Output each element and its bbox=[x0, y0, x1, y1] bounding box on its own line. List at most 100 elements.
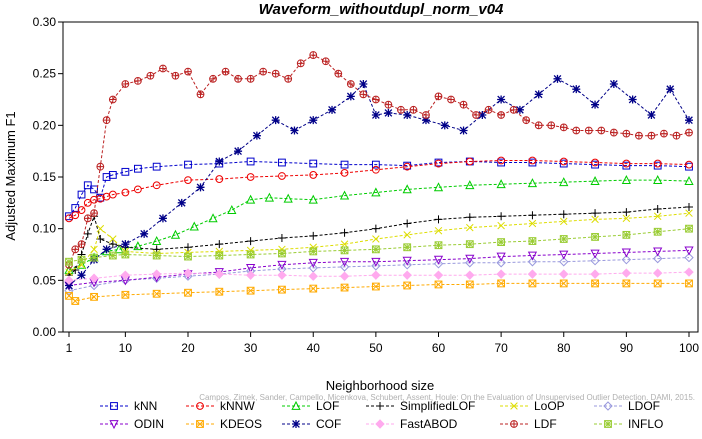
data-point-inflo bbox=[497, 238, 506, 246]
data-point-cof bbox=[685, 116, 693, 125]
data-point-knnw bbox=[685, 160, 693, 169]
data-point-knn bbox=[278, 158, 286, 167]
data-point-ldf bbox=[108, 95, 117, 104]
data-point-lof bbox=[621, 175, 631, 184]
series-line-knnw bbox=[68, 160, 690, 219]
data-point-ldof bbox=[684, 252, 694, 263]
data-point-cof bbox=[421, 116, 430, 125]
data-point-lof bbox=[170, 229, 181, 239]
data-point-cof bbox=[515, 105, 524, 114]
data-point-loop bbox=[372, 235, 380, 243]
data-point-cof bbox=[196, 183, 205, 192]
x-tick-label: 50 bbox=[369, 341, 383, 355]
data-point-knn bbox=[184, 160, 192, 169]
data-point-knn bbox=[340, 160, 349, 169]
data-point-cof bbox=[534, 90, 543, 99]
data-point-simplifiedlof bbox=[83, 229, 92, 238]
data-point-kdeos bbox=[591, 279, 599, 288]
legend-label: KDEOS bbox=[220, 417, 262, 431]
legend-marker bbox=[109, 420, 119, 430]
y-tick-label: 0.25 bbox=[33, 67, 57, 81]
data-point-knnw bbox=[403, 162, 412, 171]
series-line-knn bbox=[68, 160, 690, 217]
data-point-knn bbox=[622, 161, 631, 170]
data-point-knn bbox=[497, 158, 506, 167]
data-point-inflo bbox=[309, 247, 318, 256]
data-point-inflo bbox=[653, 227, 662, 236]
data-point-ldof bbox=[621, 254, 632, 265]
data-point-ldf bbox=[209, 74, 217, 83]
data-point-kdeos bbox=[246, 286, 255, 295]
legend-item-fastabod: FastABOD bbox=[366, 417, 458, 431]
data-point-kdeos bbox=[121, 290, 130, 299]
data-point-fastabod bbox=[465, 270, 475, 280]
legend-label: FastABOD bbox=[400, 417, 458, 431]
data-point-cof bbox=[346, 92, 355, 101]
data-point-odin bbox=[559, 250, 569, 260]
data-point-simplifiedlof bbox=[622, 208, 631, 217]
data-point-knnw bbox=[559, 157, 568, 166]
data-point-ldf bbox=[271, 69, 280, 78]
legend-label: LDOF bbox=[628, 399, 660, 413]
data-point-simplifiedlof bbox=[497, 212, 506, 221]
data-point-simplifiedlof bbox=[528, 211, 537, 220]
data-point-cof bbox=[572, 85, 581, 94]
data-point-inflo bbox=[108, 251, 117, 260]
x-axis: 1 10 20 30 40 50 60 70 80 90 100 bbox=[66, 332, 699, 355]
y-axis-label: Adjusted Maximum F1 bbox=[3, 111, 18, 240]
data-point-loop bbox=[559, 217, 568, 226]
data-point-ldf bbox=[685, 128, 693, 137]
data-point-inflo bbox=[371, 245, 380, 254]
data-point-ldf bbox=[133, 77, 142, 85]
data-point-ldof bbox=[590, 255, 600, 266]
data-point-lof bbox=[189, 221, 199, 231]
data-point-loop bbox=[622, 214, 631, 223]
data-point-knnw bbox=[65, 214, 73, 223]
data-point-inflo bbox=[121, 250, 130, 259]
x-tick-label: 80 bbox=[557, 341, 571, 355]
data-point-knnw bbox=[528, 156, 537, 165]
data-point-inflo bbox=[559, 235, 568, 243]
data-point-ldof bbox=[652, 253, 663, 264]
data-point-knnw bbox=[184, 176, 192, 185]
data-point-inflo bbox=[152, 251, 161, 260]
data-point-loop bbox=[685, 209, 693, 217]
data-point-knn bbox=[90, 185, 98, 194]
data-point-inflo bbox=[685, 224, 693, 233]
data-point-cof bbox=[459, 126, 468, 135]
data-point-ldf bbox=[96, 162, 105, 171]
legend-label: COF bbox=[316, 417, 341, 431]
data-point-kdeos bbox=[465, 280, 474, 289]
data-point-loop bbox=[96, 224, 105, 233]
series-ldf bbox=[65, 51, 693, 269]
data-point-lof bbox=[264, 192, 275, 202]
data-point-fastabod bbox=[621, 268, 632, 278]
data-point-lof bbox=[308, 194, 318, 204]
legend-item-ldof: LDOF bbox=[594, 399, 660, 413]
legend: kNN kNNW LOF SimplifiedLOF LoOP LDOF ODIN KDEOS… bbox=[100, 399, 663, 431]
data-point-ldof bbox=[402, 260, 412, 270]
data-point-fastabod bbox=[64, 275, 74, 286]
legend-item-cof: COF bbox=[282, 417, 341, 431]
data-point-ldf bbox=[547, 121, 556, 130]
data-point-cof bbox=[666, 85, 675, 94]
data-point-knnw bbox=[77, 206, 86, 214]
series-inflo bbox=[65, 224, 693, 266]
data-point-knn bbox=[591, 160, 599, 169]
data-point-loop bbox=[403, 231, 411, 239]
data-point-simplifiedlof bbox=[246, 237, 255, 246]
data-point-kdeos bbox=[653, 279, 662, 288]
data-point-knn bbox=[102, 173, 111, 181]
data-point-knnw bbox=[371, 165, 380, 174]
x-tick-label: 20 bbox=[181, 341, 195, 355]
legend-item-lof: LOF bbox=[282, 399, 339, 413]
data-point-lof bbox=[402, 184, 412, 194]
data-point-odin bbox=[465, 254, 475, 264]
data-point-loop bbox=[65, 268, 73, 276]
data-point-kdeos bbox=[278, 285, 286, 294]
data-point-loop bbox=[528, 219, 537, 228]
data-point-ldf bbox=[234, 74, 242, 83]
legend-item-ldf: LDF bbox=[500, 417, 557, 431]
data-point-lof bbox=[208, 213, 218, 223]
data-point-simplifiedlof bbox=[277, 233, 286, 242]
